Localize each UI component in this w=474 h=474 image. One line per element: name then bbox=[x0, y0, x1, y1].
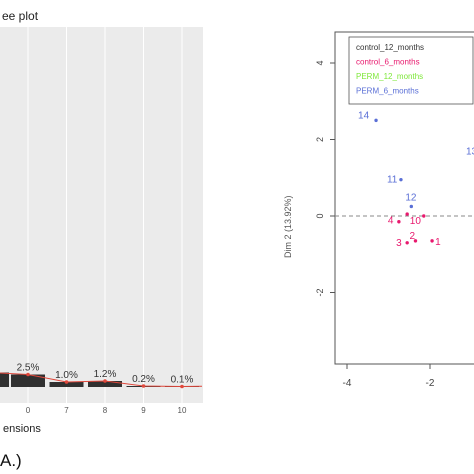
pca-point-label: 4 bbox=[388, 216, 394, 227]
pca-y-axis-label: Dim 2 (13.92%) bbox=[283, 195, 293, 258]
scree-bar bbox=[11, 374, 45, 387]
pca-point bbox=[405, 212, 409, 216]
scree-x-tick-label: 9 bbox=[141, 406, 146, 415]
scree-bar bbox=[88, 381, 122, 387]
scree-title: ee plot bbox=[2, 9, 39, 23]
pca-point-label: 11 bbox=[387, 175, 398, 186]
scree-line-point bbox=[141, 384, 146, 388]
scree-line-point bbox=[180, 384, 184, 389]
scree-x-tick-label: 8 bbox=[103, 406, 108, 415]
pca-point-label: 13 bbox=[466, 147, 474, 158]
scree-x-axis-label: ensions bbox=[3, 423, 41, 435]
pca-point bbox=[399, 177, 403, 182]
scree-value-label: 1.0% bbox=[55, 370, 78, 381]
pca-point bbox=[409, 204, 414, 209]
scree-value-label: 0.2% bbox=[132, 374, 155, 385]
scree-x-ticks: 0 7 8 9 10 bbox=[26, 406, 187, 415]
pca-point bbox=[422, 214, 426, 218]
pca-point bbox=[374, 118, 378, 123]
pca-point-label: 14 bbox=[358, 110, 370, 121]
pca-y-tick-label: -2 bbox=[315, 288, 325, 296]
pca-point-label: 10 bbox=[410, 216, 422, 227]
scree-x-tick-label: 7 bbox=[64, 406, 69, 415]
scree-line-point bbox=[103, 379, 107, 383]
pca-plot-frame bbox=[334, 31, 474, 365]
pca-y-tick-label: 0 bbox=[315, 213, 325, 218]
scree-bar-partial bbox=[0, 372, 9, 387]
legend-box bbox=[348, 36, 474, 105]
legend-entry: control_12_months bbox=[356, 43, 424, 52]
pca-legend: control_12_months control_6_months PERM_12… bbox=[348, 36, 474, 105]
scree-line bbox=[0, 372, 203, 389]
pca-y-tick-label: 4 bbox=[315, 60, 325, 65]
scree-grid bbox=[27, 27, 183, 403]
legend-entry: PERM_6_months bbox=[356, 87, 419, 96]
scree-value-label: 1.2% bbox=[94, 369, 117, 380]
scree-line-point bbox=[64, 380, 69, 384]
scree-value-labels: 2.5% 1.0% 1.2% 0.2% 0.1% bbox=[17, 363, 194, 386]
scree-line-point bbox=[26, 372, 30, 377]
legend-entry: control_6_months bbox=[356, 58, 420, 67]
pca-point-label: 2 bbox=[409, 231, 415, 242]
scree-value-label: 2.5% bbox=[17, 363, 40, 374]
pca-y-tick-label: 2 bbox=[315, 137, 325, 142]
scree-plot: 2.5% 1.0% 1.2% 0.2% 0.1% 0 7 8 9 10 ee plot ensi… bbox=[0, 9, 203, 435]
pca-point bbox=[405, 241, 409, 245]
legend-entry: PERM_12_months bbox=[356, 72, 423, 81]
scree-x-tick-label: 10 bbox=[178, 406, 187, 415]
pca-point-label: 12 bbox=[405, 192, 417, 203]
scree-panel bbox=[0, 27, 203, 403]
scree-value-label: 0.1% bbox=[171, 375, 194, 386]
scree-x-tick-label: 0 bbox=[26, 406, 31, 415]
pca-point bbox=[413, 239, 418, 243]
legend-items: control_12_months control_6_months PERM_12… bbox=[356, 43, 424, 96]
pca-axes: -2 0 2 4 -4 -2 bbox=[315, 60, 474, 389]
pca-point-label: 1 bbox=[435, 237, 441, 248]
pca-point bbox=[397, 220, 401, 224]
panel-label: A.) bbox=[0, 451, 22, 470]
pca-x-tick-label: -4 bbox=[343, 378, 352, 389]
pca-points: 14 13 11 12 4 10 32 1 bbox=[358, 110, 474, 248]
scree-bar bbox=[49, 382, 84, 387]
pca-point-label: 3 bbox=[396, 238, 402, 249]
pca-point bbox=[430, 239, 434, 243]
pca-x-tick-label: -2 bbox=[426, 378, 435, 389]
